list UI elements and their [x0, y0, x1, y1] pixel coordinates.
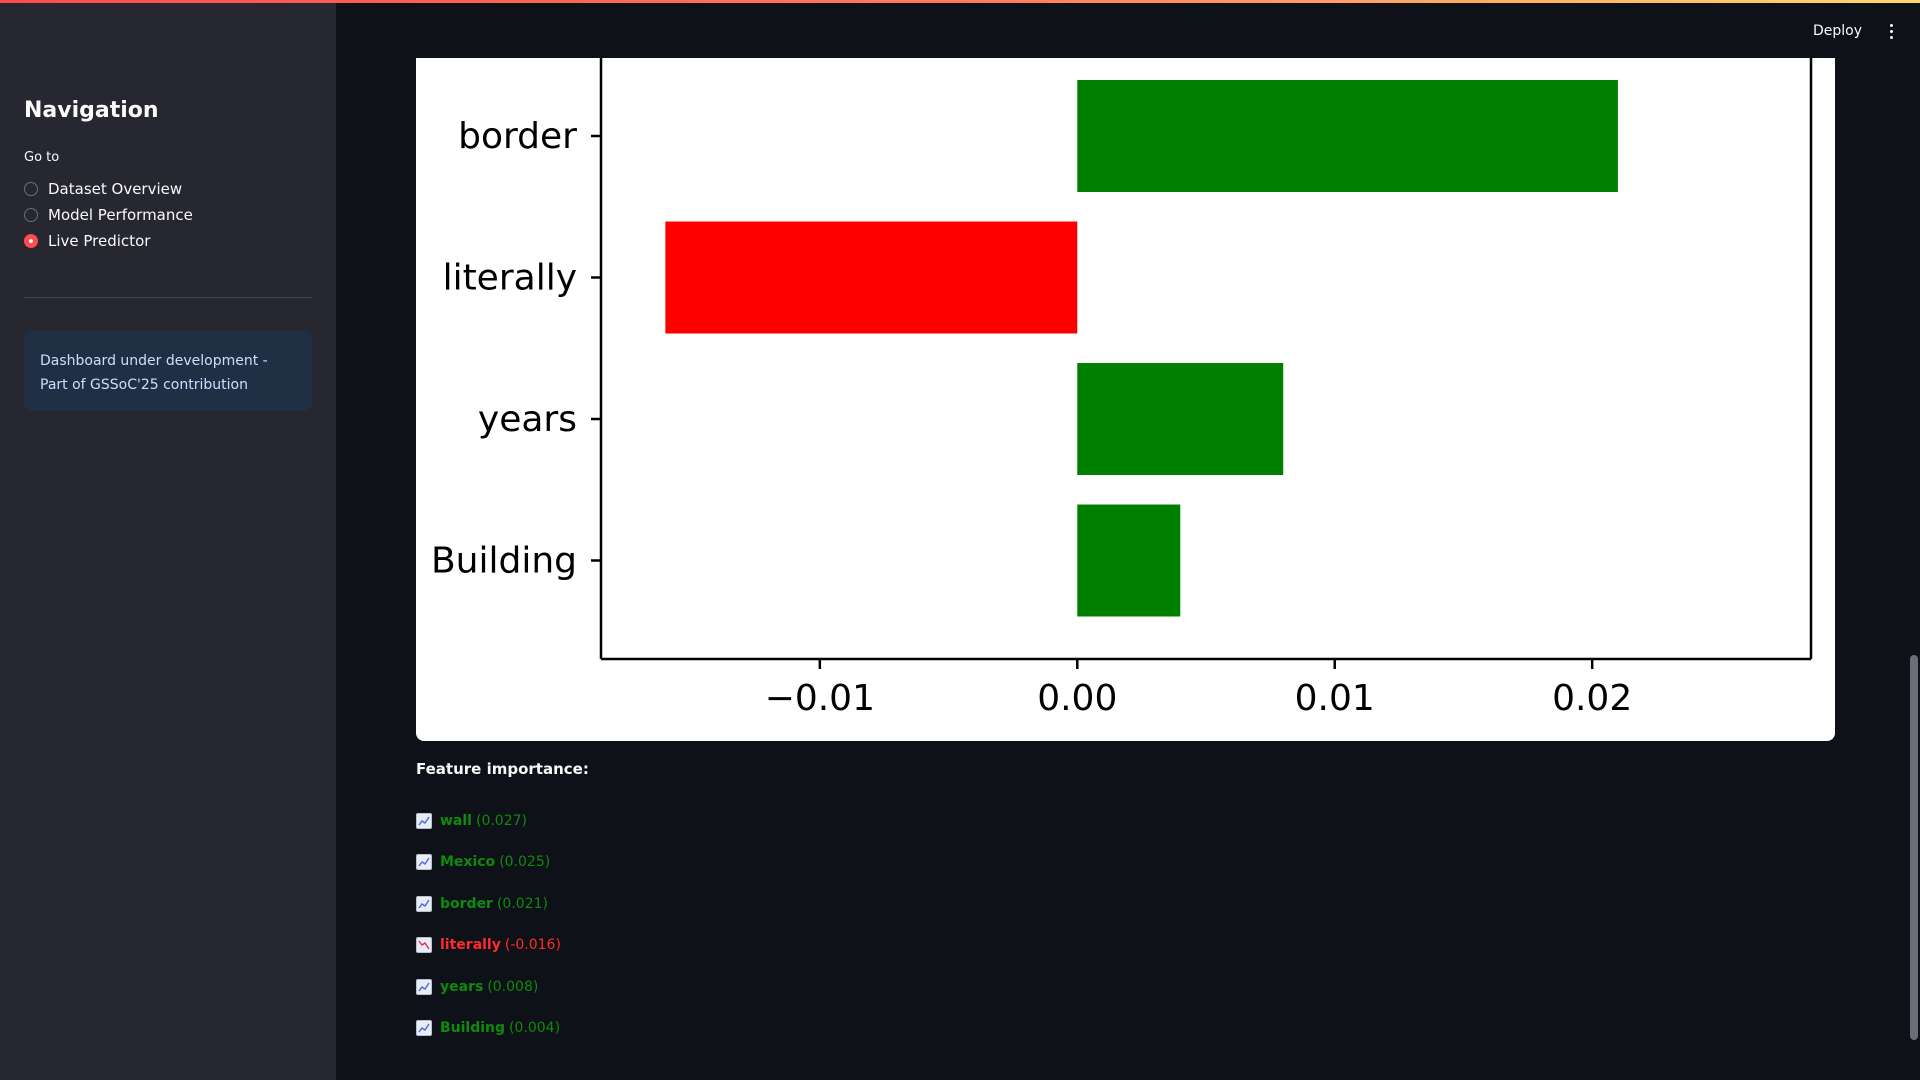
chart-increasing-icon: [416, 978, 432, 995]
radio-model-performance[interactable]: Model Performance: [24, 202, 193, 228]
deploy-button[interactable]: Deploy: [1812, 23, 1862, 39]
radio-label: Live Predictor: [48, 232, 151, 250]
info-box: Dashboard under development - Part of GS…: [24, 331, 312, 411]
feature-item: wall (0.027): [416, 800, 561, 842]
feature-word: years: [440, 978, 484, 995]
top-accent-bar: [0, 0, 1920, 3]
feature-word: literally: [440, 937, 501, 954]
chart-decreasing-icon: [416, 937, 432, 954]
feature-score: (0.027): [475, 812, 527, 829]
goto-label: Go to: [24, 150, 60, 165]
feature-importance-title: Feature importance:: [416, 760, 589, 778]
radio-label: Dataset Overview: [48, 180, 183, 198]
chart-increasing-icon: [416, 895, 432, 912]
feature-score: (0.025): [499, 854, 551, 871]
x-tick-label: −0.01: [765, 678, 875, 719]
radio-button-icon[interactable]: [24, 182, 38, 196]
feature-word: Mexico: [440, 854, 496, 871]
y-tick-label-border: border: [458, 116, 577, 157]
y-tick-label-building: Building: [431, 541, 577, 582]
feature-bar-chart: border literally years Building −0.01 0.00 0.0…: [431, 58, 1813, 719]
feature-word: wall: [440, 812, 472, 829]
radio-label: Model Performance: [48, 206, 193, 224]
sidebar-divider: [24, 297, 312, 298]
x-tick-label: 0.02: [1552, 678, 1632, 719]
bar-years: [1077, 363, 1284, 475]
feature-score: (0.004): [509, 1020, 561, 1037]
sidebar-title: Navigation: [24, 98, 159, 123]
chart-increasing-icon: [416, 812, 432, 829]
bar-building: [1077, 504, 1181, 617]
radio-button-selected-icon[interactable]: [24, 234, 38, 248]
feature-word: border: [440, 895, 493, 912]
feature-word: Building: [440, 1020, 506, 1037]
feature-importance-list: wall (0.027) Mexico (0.025) border (0.02…: [416, 800, 561, 1049]
feature-chart-card: border literally years Building −0.01 0.00 0.0…: [416, 58, 1835, 741]
feature-item: Building (0.004): [416, 1008, 561, 1050]
navigation-radio-group: Dataset Overview Model Performance Live …: [24, 176, 193, 254]
info-text: Dashboard under development - Part of GS…: [40, 353, 268, 393]
x-tick-label: 0.00: [1037, 678, 1117, 719]
chart-increasing-icon: [416, 1020, 432, 1037]
page-scrollbar[interactable]: [1910, 655, 1918, 1040]
feature-item: border (0.021): [416, 883, 561, 925]
main-menu-icon[interactable]: [1888, 22, 1894, 40]
feature-item: literally (-0.016): [416, 925, 561, 967]
feature-score: (-0.016): [504, 937, 561, 954]
bar-literally: [665, 221, 1078, 334]
feature-score: (0.008): [487, 978, 539, 995]
radio-live-predictor[interactable]: Live Predictor: [24, 228, 193, 254]
y-tick-label-literally: literally: [443, 258, 577, 299]
sidebar: Navigation Go to Dataset Overview Model …: [0, 0, 336, 1080]
radio-button-icon[interactable]: [24, 208, 38, 222]
feature-item: years (0.008): [416, 966, 561, 1008]
header-actions: Deploy: [1813, 22, 1894, 40]
feature-item: Mexico (0.025): [416, 842, 561, 884]
radio-dataset-overview[interactable]: Dataset Overview: [24, 176, 193, 202]
chart-increasing-icon: [416, 854, 432, 871]
y-tick-label-years: years: [478, 399, 577, 440]
x-tick-label: 0.01: [1295, 678, 1375, 719]
bar-border: [1077, 80, 1618, 192]
feature-score: (0.021): [496, 895, 548, 912]
